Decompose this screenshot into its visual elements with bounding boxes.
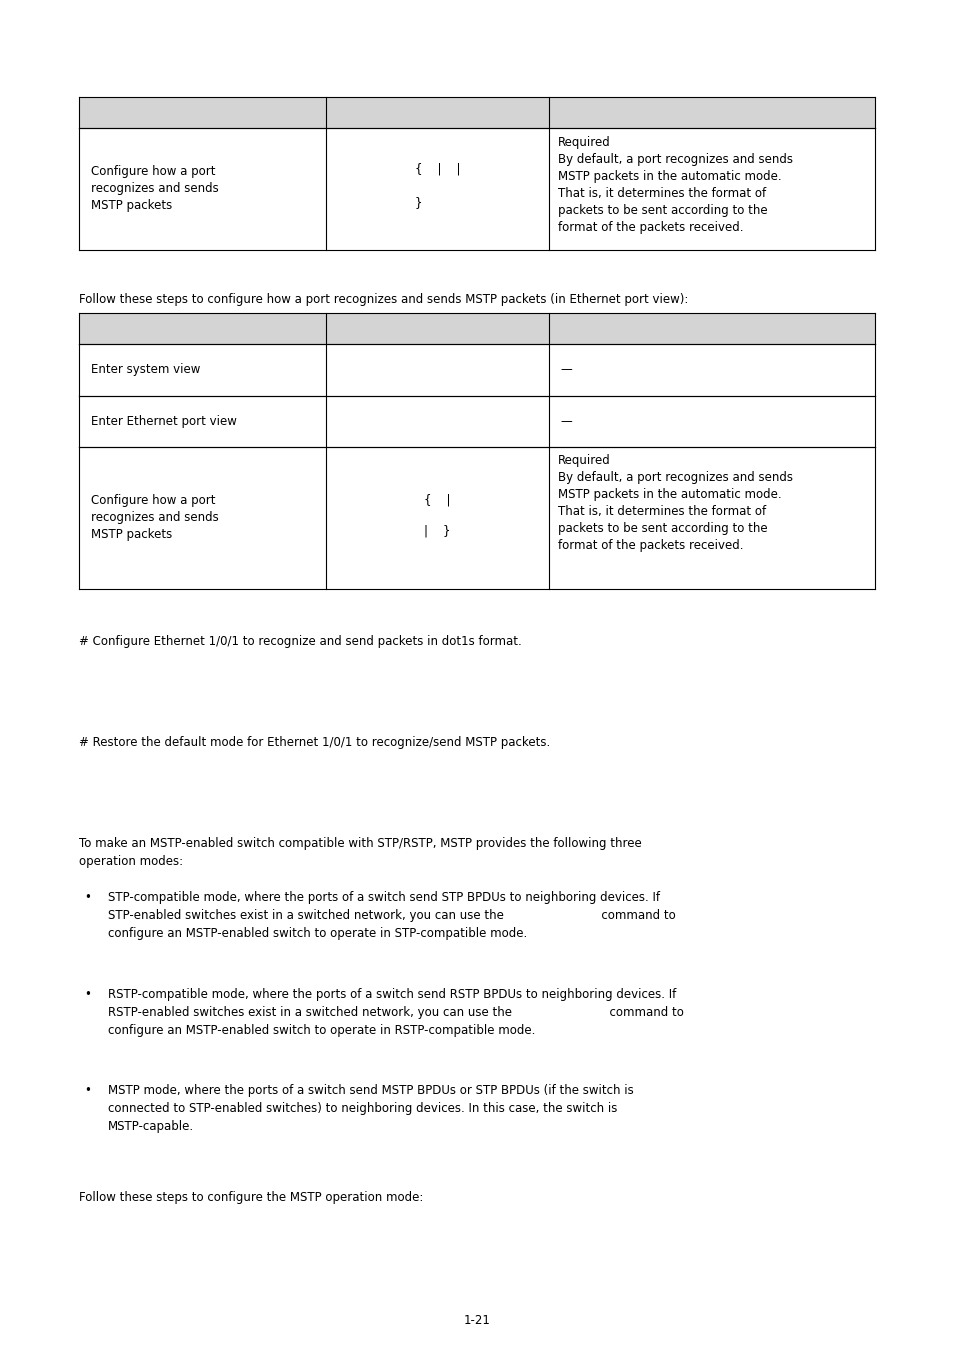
Text: {    |    |: { | | bbox=[415, 162, 459, 176]
Text: Follow these steps to configure the MSTP operation mode:: Follow these steps to configure the MSTP… bbox=[79, 1191, 423, 1204]
Text: Enter system view: Enter system view bbox=[91, 363, 200, 377]
Text: STP-compatible mode, where the ports of a switch send STP BPDUs to neighboring d: STP-compatible mode, where the ports of … bbox=[108, 891, 675, 940]
Bar bbox=[79, 313, 874, 344]
Text: |    }: | } bbox=[424, 525, 450, 537]
Text: Configure how a port
recognizes and sends
MSTP packets: Configure how a port recognizes and send… bbox=[91, 494, 218, 541]
Text: •: • bbox=[84, 988, 91, 1002]
Text: Required
By default, a port recognizes and sends
MSTP packets in the automatic m: Required By default, a port recognizes a… bbox=[558, 454, 792, 552]
Text: —: — bbox=[559, 363, 571, 377]
Text: •: • bbox=[84, 891, 91, 904]
Text: Enter Ethernet port view: Enter Ethernet port view bbox=[91, 414, 236, 428]
Text: Configure how a port
recognizes and sends
MSTP packets: Configure how a port recognizes and send… bbox=[91, 166, 218, 212]
Text: # Configure Ethernet 1/0/1 to recognize and send packets in dot1s format.: # Configure Ethernet 1/0/1 to recognize … bbox=[79, 634, 521, 648]
Text: —: — bbox=[559, 414, 571, 428]
Bar bbox=[79, 97, 874, 128]
Text: MSTP mode, where the ports of a switch send MSTP BPDUs or STP BPDUs (if the swit: MSTP mode, where the ports of a switch s… bbox=[108, 1084, 633, 1133]
Text: •: • bbox=[84, 1084, 91, 1098]
Text: RSTP-compatible mode, where the ports of a switch send RSTP BPDUs to neighboring: RSTP-compatible mode, where the ports of… bbox=[108, 988, 683, 1037]
Text: Required
By default, a port recognizes and sends
MSTP packets in the automatic m: Required By default, a port recognizes a… bbox=[558, 136, 792, 235]
Text: 1-21: 1-21 bbox=[463, 1314, 490, 1327]
Text: {    |: { | bbox=[424, 494, 450, 506]
Text: To make an MSTP-enabled switch compatible with STP/RSTP, MSTP provides the follo: To make an MSTP-enabled switch compatibl… bbox=[79, 837, 641, 868]
Text: }: } bbox=[415, 196, 421, 209]
Text: # Restore the default mode for Ethernet 1/0/1 to recognize/send MSTP packets.: # Restore the default mode for Ethernet … bbox=[79, 736, 550, 749]
Text: Follow these steps to configure how a port recognizes and sends MSTP packets (in: Follow these steps to configure how a po… bbox=[79, 293, 688, 306]
